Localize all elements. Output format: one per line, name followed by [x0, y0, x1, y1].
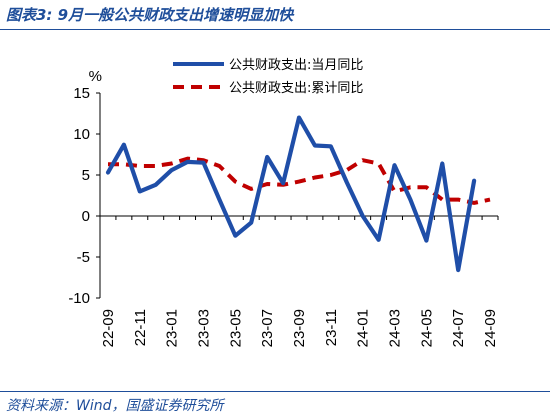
- y-axis-unit: %: [89, 68, 102, 85]
- x-tick-label: 24-07: [450, 309, 467, 347]
- y-tick-label: -10: [68, 290, 90, 307]
- x-tick-label: 24-09: [482, 309, 499, 347]
- x-tick-label: 22-09: [100, 309, 117, 347]
- x-tick-label: 22-11: [132, 309, 149, 346]
- x-tick-label: 24-05: [418, 309, 435, 347]
- source-note: 资料来源：Wind，国盛证券研究所: [6, 398, 224, 414]
- x-tick-label: 24-01: [355, 309, 372, 347]
- x-tick-label: 23-03: [195, 309, 212, 347]
- series-line-monthly: [105, 115, 477, 273]
- y-tick-label: 5: [82, 167, 90, 184]
- axes: 15 10 5 0 -5 -10% 22-09 22-11 23-01 23-03 23-05 23-…: [68, 68, 499, 347]
- source-rule: [0, 391, 550, 392]
- figure-title: 图表3: 9月一般公共财政支出增速明显加快: [6, 6, 294, 24]
- series-lines: [105, 115, 491, 273]
- y-tick-label: -5: [77, 249, 90, 266]
- x-tick-label: 23-01: [164, 309, 181, 347]
- series-line-cumulative: [108, 156, 491, 205]
- y-tick-label: 15: [73, 85, 90, 102]
- x-tick-label: 23-07: [259, 309, 276, 347]
- legend-label: 公共财政支出:当月同比: [229, 58, 363, 73]
- x-tick-label: 23-11: [323, 309, 340, 346]
- x-tick-label: 24-03: [387, 309, 404, 347]
- line-chart: 15 10 5 0 -5 -10% 22-09 22-11 23-01 23-03 23-05 23-…: [68, 58, 499, 347]
- y-tick-label: 0: [82, 208, 90, 225]
- title-rule: [0, 29, 550, 30]
- x-tick-label: 23-09: [291, 309, 308, 347]
- legend-label: 公共财政支出:累计同比: [229, 81, 363, 96]
- y-tick-label: 10: [73, 126, 90, 143]
- x-tick-label: 23-05: [227, 309, 244, 347]
